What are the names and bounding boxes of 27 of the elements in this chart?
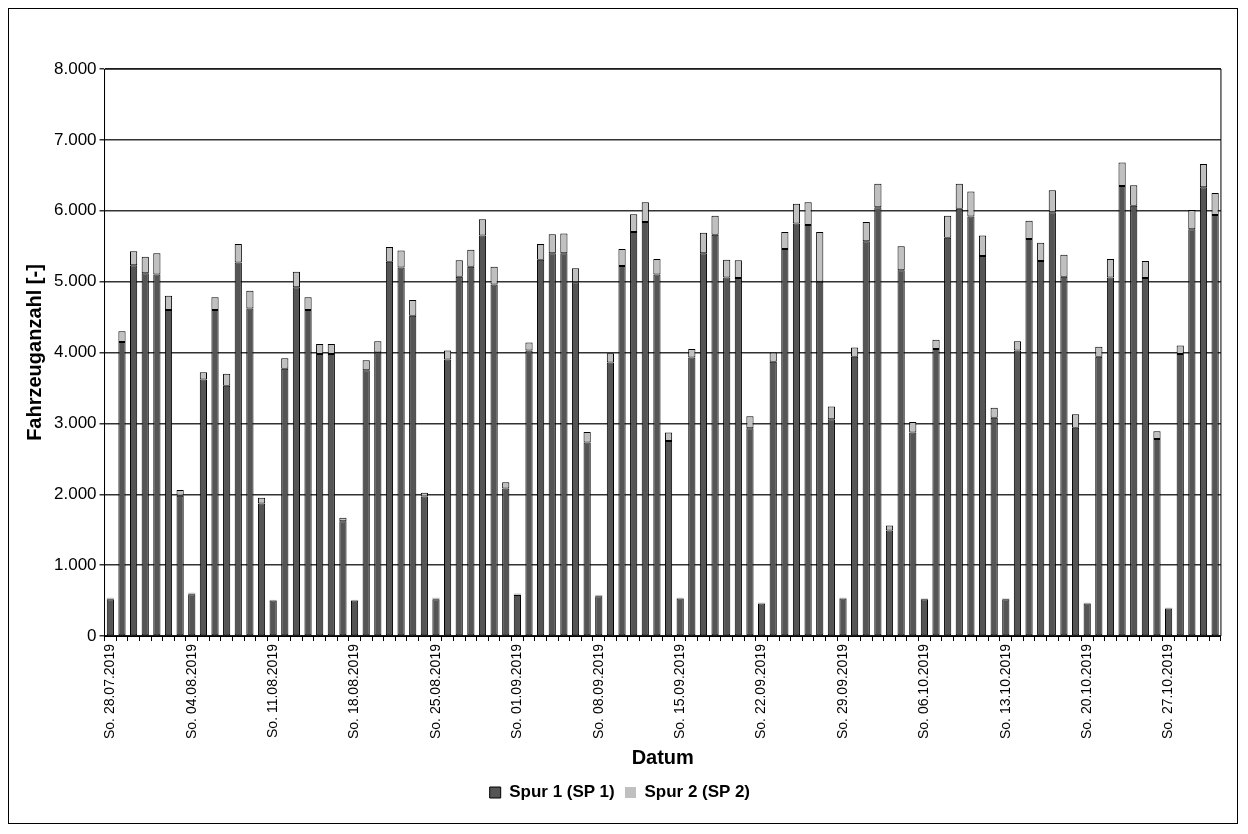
x-tick-label: So. 11.08.2019 <box>264 643 281 738</box>
x-tick-label: So. 01.09.2019 <box>508 643 525 740</box>
x-tick-label: So. 13.10.2019 <box>996 643 1013 740</box>
y-tick-label: 8.000 <box>53 58 97 78</box>
x-tick-label: So. 27.10.2019 <box>1159 643 1176 740</box>
x-tick-label: So. 06.10.2019 <box>915 643 932 740</box>
y-tick-label: 5.000 <box>53 271 97 291</box>
y-tick-label: 1.000 <box>53 554 97 574</box>
x-tick-label: So. 25.08.2019 <box>426 643 443 740</box>
x-axis-title: Datum <box>631 745 694 768</box>
y-tick-label: 2.000 <box>53 483 97 503</box>
x-tick-label: So. 08.09.2019 <box>589 643 606 740</box>
y-tick-label: 7.000 <box>53 129 97 149</box>
x-tick-label: So. 18.08.2019 <box>345 643 362 740</box>
x-tick-label: So. 15.09.2019 <box>671 643 688 740</box>
x-tick-label: So. 29.09.2019 <box>833 643 850 740</box>
y-tick-label: 6.000 <box>53 200 97 220</box>
y-tick-label: 4.000 <box>53 342 97 362</box>
y-tick-label: 3.000 <box>53 413 97 433</box>
legend-label: Spur 2 (SP 2) <box>644 782 750 802</box>
y-tick-label: 0 <box>87 625 97 645</box>
x-tick-label: So. 28.07.2019 <box>101 643 118 740</box>
x-tick-label: So. 22.09.2019 <box>752 643 769 740</box>
x-tick-label: So. 04.08.2019 <box>182 643 199 740</box>
x-tick-label: So. 20.10.2019 <box>1078 643 1095 740</box>
legend-label: Spur 1 (SP 1) <box>509 782 615 802</box>
y-axis-title: Fahrzeuganzahl [-] <box>22 264 45 441</box>
